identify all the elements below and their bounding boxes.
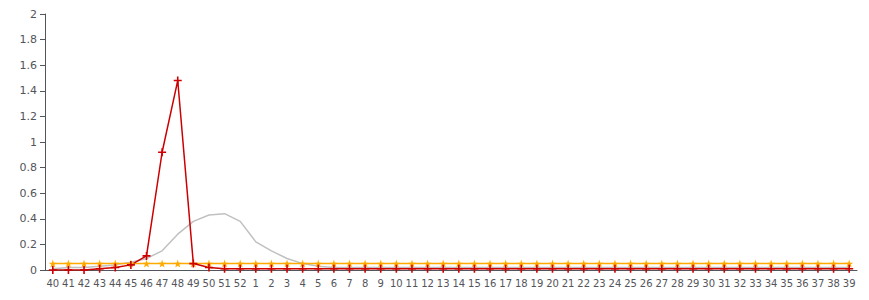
- svg-text:5: 5: [315, 278, 321, 289]
- svg-text:48: 48: [171, 278, 184, 289]
- svg-text:2: 2: [30, 8, 37, 21]
- svg-text:30: 30: [702, 278, 715, 289]
- svg-text:35: 35: [780, 278, 793, 289]
- svg-text:37: 37: [812, 278, 825, 289]
- svg-text:1: 1: [30, 136, 37, 149]
- svg-text:14: 14: [452, 278, 465, 289]
- svg-text:23: 23: [593, 278, 606, 289]
- svg-text:3: 3: [284, 278, 290, 289]
- svg-text:41: 41: [62, 278, 75, 289]
- svg-text:12: 12: [421, 278, 434, 289]
- svg-text:49: 49: [187, 278, 200, 289]
- svg-text:13: 13: [437, 278, 450, 289]
- svg-text:28: 28: [671, 278, 684, 289]
- svg-text:50: 50: [203, 278, 216, 289]
- svg-text:21: 21: [562, 278, 575, 289]
- svg-text:16: 16: [484, 278, 497, 289]
- svg-text:47: 47: [156, 278, 169, 289]
- svg-text:2: 2: [268, 278, 274, 289]
- svg-text:0.2: 0.2: [20, 238, 38, 251]
- svg-text:34: 34: [765, 278, 778, 289]
- svg-text:39: 39: [843, 278, 856, 289]
- svg-text:38: 38: [827, 278, 840, 289]
- svg-text:33: 33: [749, 278, 762, 289]
- svg-text:46: 46: [140, 278, 153, 289]
- svg-text:1.4: 1.4: [20, 84, 38, 97]
- svg-text:40: 40: [46, 278, 59, 289]
- svg-text:0.8: 0.8: [20, 161, 38, 174]
- svg-text:15: 15: [468, 278, 481, 289]
- svg-text:32: 32: [734, 278, 747, 289]
- svg-text:52: 52: [234, 278, 247, 289]
- svg-text:25: 25: [624, 278, 637, 289]
- svg-text:6: 6: [331, 278, 337, 289]
- svg-text:1.2: 1.2: [20, 110, 38, 123]
- svg-text:29: 29: [687, 278, 700, 289]
- svg-text:11: 11: [406, 278, 419, 289]
- svg-text:4: 4: [299, 278, 305, 289]
- svg-text:45: 45: [125, 278, 138, 289]
- svg-text:1.8: 1.8: [20, 33, 38, 46]
- svg-text:0: 0: [30, 264, 37, 277]
- svg-text:36: 36: [796, 278, 809, 289]
- svg-text:8: 8: [362, 278, 368, 289]
- svg-text:10: 10: [390, 278, 403, 289]
- svg-text:1: 1: [253, 278, 259, 289]
- svg-text:43: 43: [93, 278, 106, 289]
- svg-text:9: 9: [378, 278, 384, 289]
- svg-text:24: 24: [609, 278, 622, 289]
- svg-text:7: 7: [346, 278, 352, 289]
- svg-text:19: 19: [531, 278, 544, 289]
- svg-text:17: 17: [499, 278, 512, 289]
- svg-text:26: 26: [640, 278, 653, 289]
- svg-text:22: 22: [577, 278, 590, 289]
- svg-text:0.6: 0.6: [20, 187, 38, 200]
- svg-text:0.4: 0.4: [20, 212, 38, 225]
- svg-text:51: 51: [218, 278, 231, 289]
- svg-text:44: 44: [109, 278, 122, 289]
- svg-text:18: 18: [515, 278, 528, 289]
- svg-text:20: 20: [546, 278, 559, 289]
- svg-text:27: 27: [655, 278, 668, 289]
- svg-text:1.6: 1.6: [20, 59, 38, 72]
- svg-text:31: 31: [718, 278, 731, 289]
- svg-text:42: 42: [78, 278, 91, 289]
